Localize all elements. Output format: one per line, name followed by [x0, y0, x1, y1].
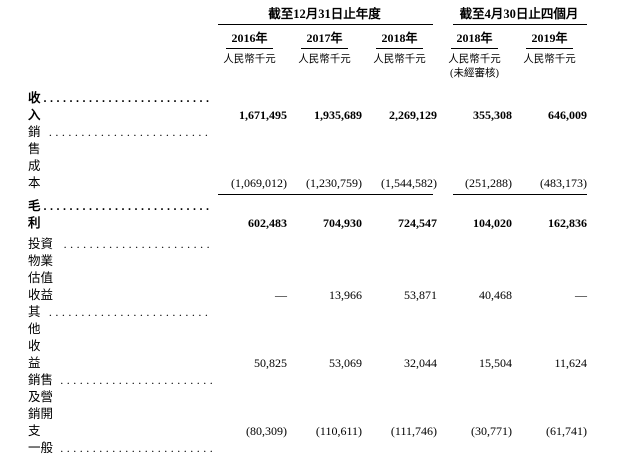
- row-label-cell: 其他收益: [28, 304, 212, 372]
- row-label-cell: 一般及行政開支: [28, 440, 212, 455]
- year-header: 2017年: [287, 30, 362, 49]
- row-label-cell: 收入: [28, 90, 212, 124]
- dot-leader: [57, 440, 212, 455]
- value-cell: (483,173): [540, 176, 587, 190]
- year-label: 2018年: [451, 30, 498, 49]
- value-cell: 602,483: [248, 216, 287, 230]
- value-cell: 1,935,689: [314, 108, 362, 122]
- value-cell: 15,504: [479, 356, 512, 370]
- year-header-row: 2016年 2017年 2018年 2018年 2019年: [28, 30, 642, 49]
- section-rule: [28, 192, 642, 198]
- row-label: 毛利: [28, 199, 41, 230]
- dot-leader: [46, 124, 212, 141]
- value-cell: —: [275, 288, 287, 302]
- value-cell: 704,930: [323, 216, 362, 230]
- group-header-row: 截至12月31日止年度 截至4月30日止四個月: [28, 6, 642, 25]
- value-cell: (1,069,012): [231, 176, 287, 190]
- value-cell: 355,308: [473, 108, 512, 122]
- unit-label: 人民幣千元: [523, 54, 576, 65]
- value-cell: (30,771): [471, 424, 512, 438]
- unaudited-note: [212, 79, 287, 80]
- row-label-cell: 毛利: [28, 198, 212, 232]
- row-label-cell: 銷售及營銷開支: [28, 372, 212, 440]
- table-header: 截至12月31日止年度 截至4月30日止四個月 2016年 2017年 2018年 201…: [28, 6, 642, 80]
- value-cell: 32,044: [404, 356, 437, 370]
- row-label: 收入: [28, 91, 41, 122]
- table-row-cost-of-sales: 銷售成本 (1,069,012) (1,230,759) (1,544,582) (25…: [28, 124, 642, 192]
- dot-leader: [46, 304, 212, 321]
- row-label: 銷售成本: [28, 125, 41, 190]
- row-label: 銷售及營銷開支: [28, 373, 54, 438]
- year-header: 2018年: [437, 30, 512, 49]
- value-cell: (110,611): [315, 424, 362, 438]
- unit-label: 人民幣千元: [373, 54, 426, 65]
- unaudited-note: [362, 79, 437, 80]
- row-label-cell: 銷售成本: [28, 124, 212, 192]
- unaudited-note: (未經審核): [450, 68, 499, 79]
- unit-label: 人民幣千元: [298, 54, 351, 65]
- note-header-row: (未經審核): [28, 66, 642, 80]
- value-cell: 2,269,129: [389, 108, 437, 122]
- label-line: 投資物業估值收益: [28, 236, 212, 304]
- rule-annual-columns: [212, 192, 437, 198]
- dot-leader: [41, 90, 212, 107]
- row-label-cell: 投資物業估值收益: [28, 236, 212, 304]
- rule-four-month-columns: [437, 192, 587, 198]
- year-header: 2018年: [362, 30, 437, 49]
- value-cell: (1,544,582): [381, 176, 437, 190]
- year-header: 2016年: [212, 30, 287, 49]
- value-cell: 646,009: [548, 108, 587, 122]
- col-group-four-months: 截至4月30日止四個月: [437, 6, 587, 25]
- income-statement-table: 截至12月31日止年度 截至4月30日止四個月 2016年 2017年 2018年 201…: [28, 6, 642, 455]
- table-row-gross-profit: 毛利 602,483 704,930 724,547 104,020 162,836: [28, 198, 642, 232]
- unaudited-note: [287, 79, 362, 80]
- value-cell: (80,309): [246, 424, 287, 438]
- unaudited-note: [512, 79, 587, 80]
- value-cell: 40,468: [479, 288, 512, 302]
- value-cell: 53,871: [404, 288, 437, 302]
- unit-label: 人民幣千元: [448, 54, 501, 65]
- dot-leader: [61, 236, 212, 253]
- value-cell: (1,230,759): [306, 176, 362, 190]
- year-label: 2016年: [226, 30, 273, 49]
- value-cell: 53,069: [329, 356, 362, 370]
- label-line: 其他收益: [28, 304, 212, 372]
- value-cell: 162,836: [548, 216, 587, 230]
- value-cell: 13,966: [329, 288, 362, 302]
- label-line: 一般及行政開支: [28, 440, 212, 455]
- year-label: 2017年: [301, 30, 348, 49]
- row-label: 一般及行政開支: [28, 441, 54, 455]
- value-cell: 1,671,495: [239, 108, 287, 122]
- row-label: 投資物業估值收益: [28, 237, 54, 302]
- table-row-valuation-gain-investment-properties: 投資物業估值收益 — 13,966 53,871 40,468 —: [28, 236, 642, 304]
- label-line: 銷售成本: [28, 124, 212, 192]
- unit-header-row: 人民幣千元 人民幣千元 人民幣千元 人民幣千元 人民幣千元: [28, 49, 642, 66]
- row-label: 其他收益: [28, 305, 41, 370]
- label-line: 收入: [28, 90, 212, 124]
- value-cell: (111,746): [390, 424, 437, 438]
- dot-leader: [41, 198, 212, 215]
- table-row-revenue: 收入 1,671,495 1,935,689 2,269,129 355,308 646,…: [28, 90, 642, 124]
- value-cell: —: [575, 288, 587, 302]
- dot-leader: [57, 372, 212, 389]
- label-line: 毛利: [28, 198, 212, 232]
- unit-label: 人民幣千元: [223, 54, 276, 65]
- value-cell: 11,624: [554, 356, 587, 370]
- value-cell: (251,288): [465, 176, 512, 190]
- value-cell: 50,825: [254, 356, 287, 370]
- table-row-selling-marketing-expenses: 銷售及營銷開支 (80,309) (110,611) (111,746) (30,771…: [28, 372, 642, 440]
- value-cell: 104,020: [473, 216, 512, 230]
- table-row-general-admin-expenses: 一般及行政開支(161,226)(174,037)(229,182)(58,03…: [28, 440, 642, 455]
- table-row-other-income: 其他收益 50,825 53,069 32,044 15,504 11,624: [28, 304, 642, 372]
- label-line: 銷售及營銷開支: [28, 372, 212, 440]
- value-cell: (61,741): [546, 424, 587, 438]
- year-label: 2018年: [376, 30, 423, 49]
- year-header: 2019年: [512, 30, 587, 49]
- value-cell: 724,547: [398, 216, 437, 230]
- year-label: 2019年: [526, 30, 573, 49]
- col-group-annual: 截至12月31日止年度: [212, 6, 437, 25]
